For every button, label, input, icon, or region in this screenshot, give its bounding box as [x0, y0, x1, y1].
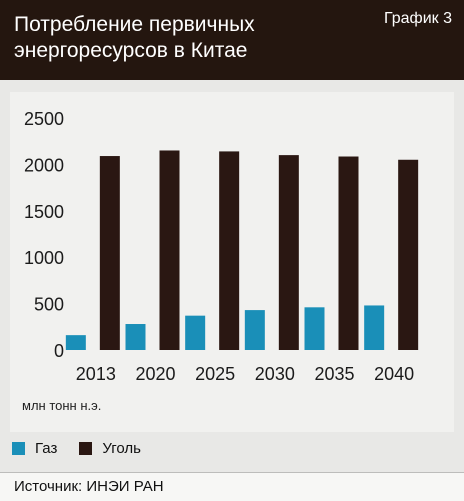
y-tick-label: 1000 [24, 248, 64, 268]
legend-swatch-gas [12, 442, 25, 455]
y-tick-label: 0 [54, 341, 64, 361]
x-tick-label: 2025 [195, 364, 235, 384]
legend-label-coal: Уголь [102, 440, 141, 457]
chart-header: Потребление первичных энергоресурсов в К… [0, 0, 464, 80]
legend-swatch-coal [79, 442, 93, 455]
legend-item-coal: Уголь [79, 440, 141, 457]
x-tick-label: 2040 [374, 364, 414, 384]
bar-coal-2013 [99, 156, 120, 350]
x-axis-ticks: 2013 2020 2025 2030 2035 2040 [76, 364, 414, 384]
chart-title: Потребление первичных энергоресурсов в К… [14, 13, 255, 62]
y-tick-label: 1500 [24, 202, 64, 222]
source-bar: Источник: ИНЭИ РАН [0, 472, 464, 501]
bar-coal-2020 [159, 150, 180, 350]
unit-label: млн тонн н.э. [22, 398, 102, 413]
legend: Газ Уголь [12, 440, 163, 457]
bar-coal-2025 [219, 151, 240, 350]
bar-coal-2040 [398, 159, 419, 350]
bar-gas-2013 [65, 335, 86, 350]
x-tick-label: 2020 [135, 364, 175, 384]
x-tick-label: 2013 [76, 364, 116, 384]
y-tick-label: 2000 [24, 155, 64, 175]
bar-gas-2035 [304, 307, 325, 350]
bars [65, 150, 419, 350]
y-tick-label: 2500 [24, 109, 64, 129]
source-text: Источник: ИНЭИ РАН [14, 478, 164, 495]
bar-coal-2030 [278, 155, 299, 350]
legend-item-gas: Газ [12, 440, 57, 457]
y-tick-label: 500 [34, 295, 64, 315]
x-tick-label: 2030 [255, 364, 295, 384]
y-axis-ticks: 0 500 1000 1500 2000 2500 [24, 109, 64, 361]
bar-coal-2035 [338, 156, 359, 350]
legend-label-gas: Газ [35, 440, 58, 457]
x-tick-label: 2035 [314, 364, 354, 384]
bar-gas-2040 [364, 305, 385, 350]
chart-number: График 3 [383, 10, 452, 27]
bar-gas-2030 [244, 310, 265, 350]
bar-gas-2025 [185, 315, 206, 350]
bar-gas-2020 [125, 324, 146, 350]
